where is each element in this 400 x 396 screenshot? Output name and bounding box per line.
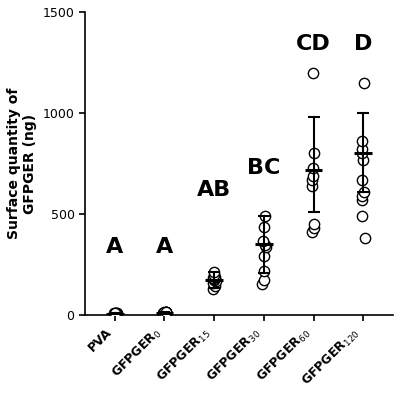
Text: AB: AB [197,180,231,200]
Point [111,310,118,316]
Point [113,310,119,316]
Point [358,213,365,219]
Point [111,310,118,317]
Point [262,244,269,251]
Point [159,310,166,316]
Point [111,311,118,317]
Point [112,311,118,317]
Point [362,235,368,242]
Text: D: D [354,34,372,54]
Point [309,183,316,189]
Point [162,308,169,315]
Point [210,274,216,281]
Point [160,310,166,316]
Point [162,309,169,316]
Point [212,274,218,280]
Point [262,213,268,219]
Point [211,276,217,282]
Text: CD: CD [296,34,331,54]
Point [211,268,218,275]
Point [311,150,317,157]
Point [311,221,318,227]
Point [310,173,316,179]
Point [210,280,216,286]
Point [113,310,120,316]
Point [310,69,316,76]
Point [163,311,169,317]
Point [359,146,365,152]
Y-axis label: Surface quantity of
GFPGER (ng): Surface quantity of GFPGER (ng) [7,88,37,239]
Point [311,225,318,231]
Point [259,281,265,287]
Point [210,286,216,292]
Point [359,193,365,199]
Point [163,309,170,315]
Point [359,177,366,183]
Point [163,310,169,316]
Point [261,252,268,259]
Point [261,268,268,274]
Point [212,283,218,289]
Point [359,150,366,157]
Point [211,272,217,278]
Point [112,312,118,318]
Point [360,156,366,163]
Text: BC: BC [247,158,280,178]
Point [211,277,218,283]
Point [112,311,119,318]
Point [358,138,365,145]
Point [261,242,268,249]
Point [163,309,169,316]
Text: A: A [156,236,173,257]
Point [114,310,120,316]
Point [261,277,268,283]
Point [213,278,219,284]
Point [309,177,315,183]
Point [112,309,118,316]
Point [162,311,168,318]
Point [260,238,266,245]
Point [161,308,168,315]
Point [160,310,166,317]
Point [309,229,315,236]
Point [310,164,316,171]
Point [112,310,118,317]
Point [361,80,367,86]
Text: A: A [106,236,124,257]
Point [260,224,267,230]
Point [162,309,169,315]
Point [112,311,118,318]
Point [359,197,365,203]
Point [361,189,367,195]
